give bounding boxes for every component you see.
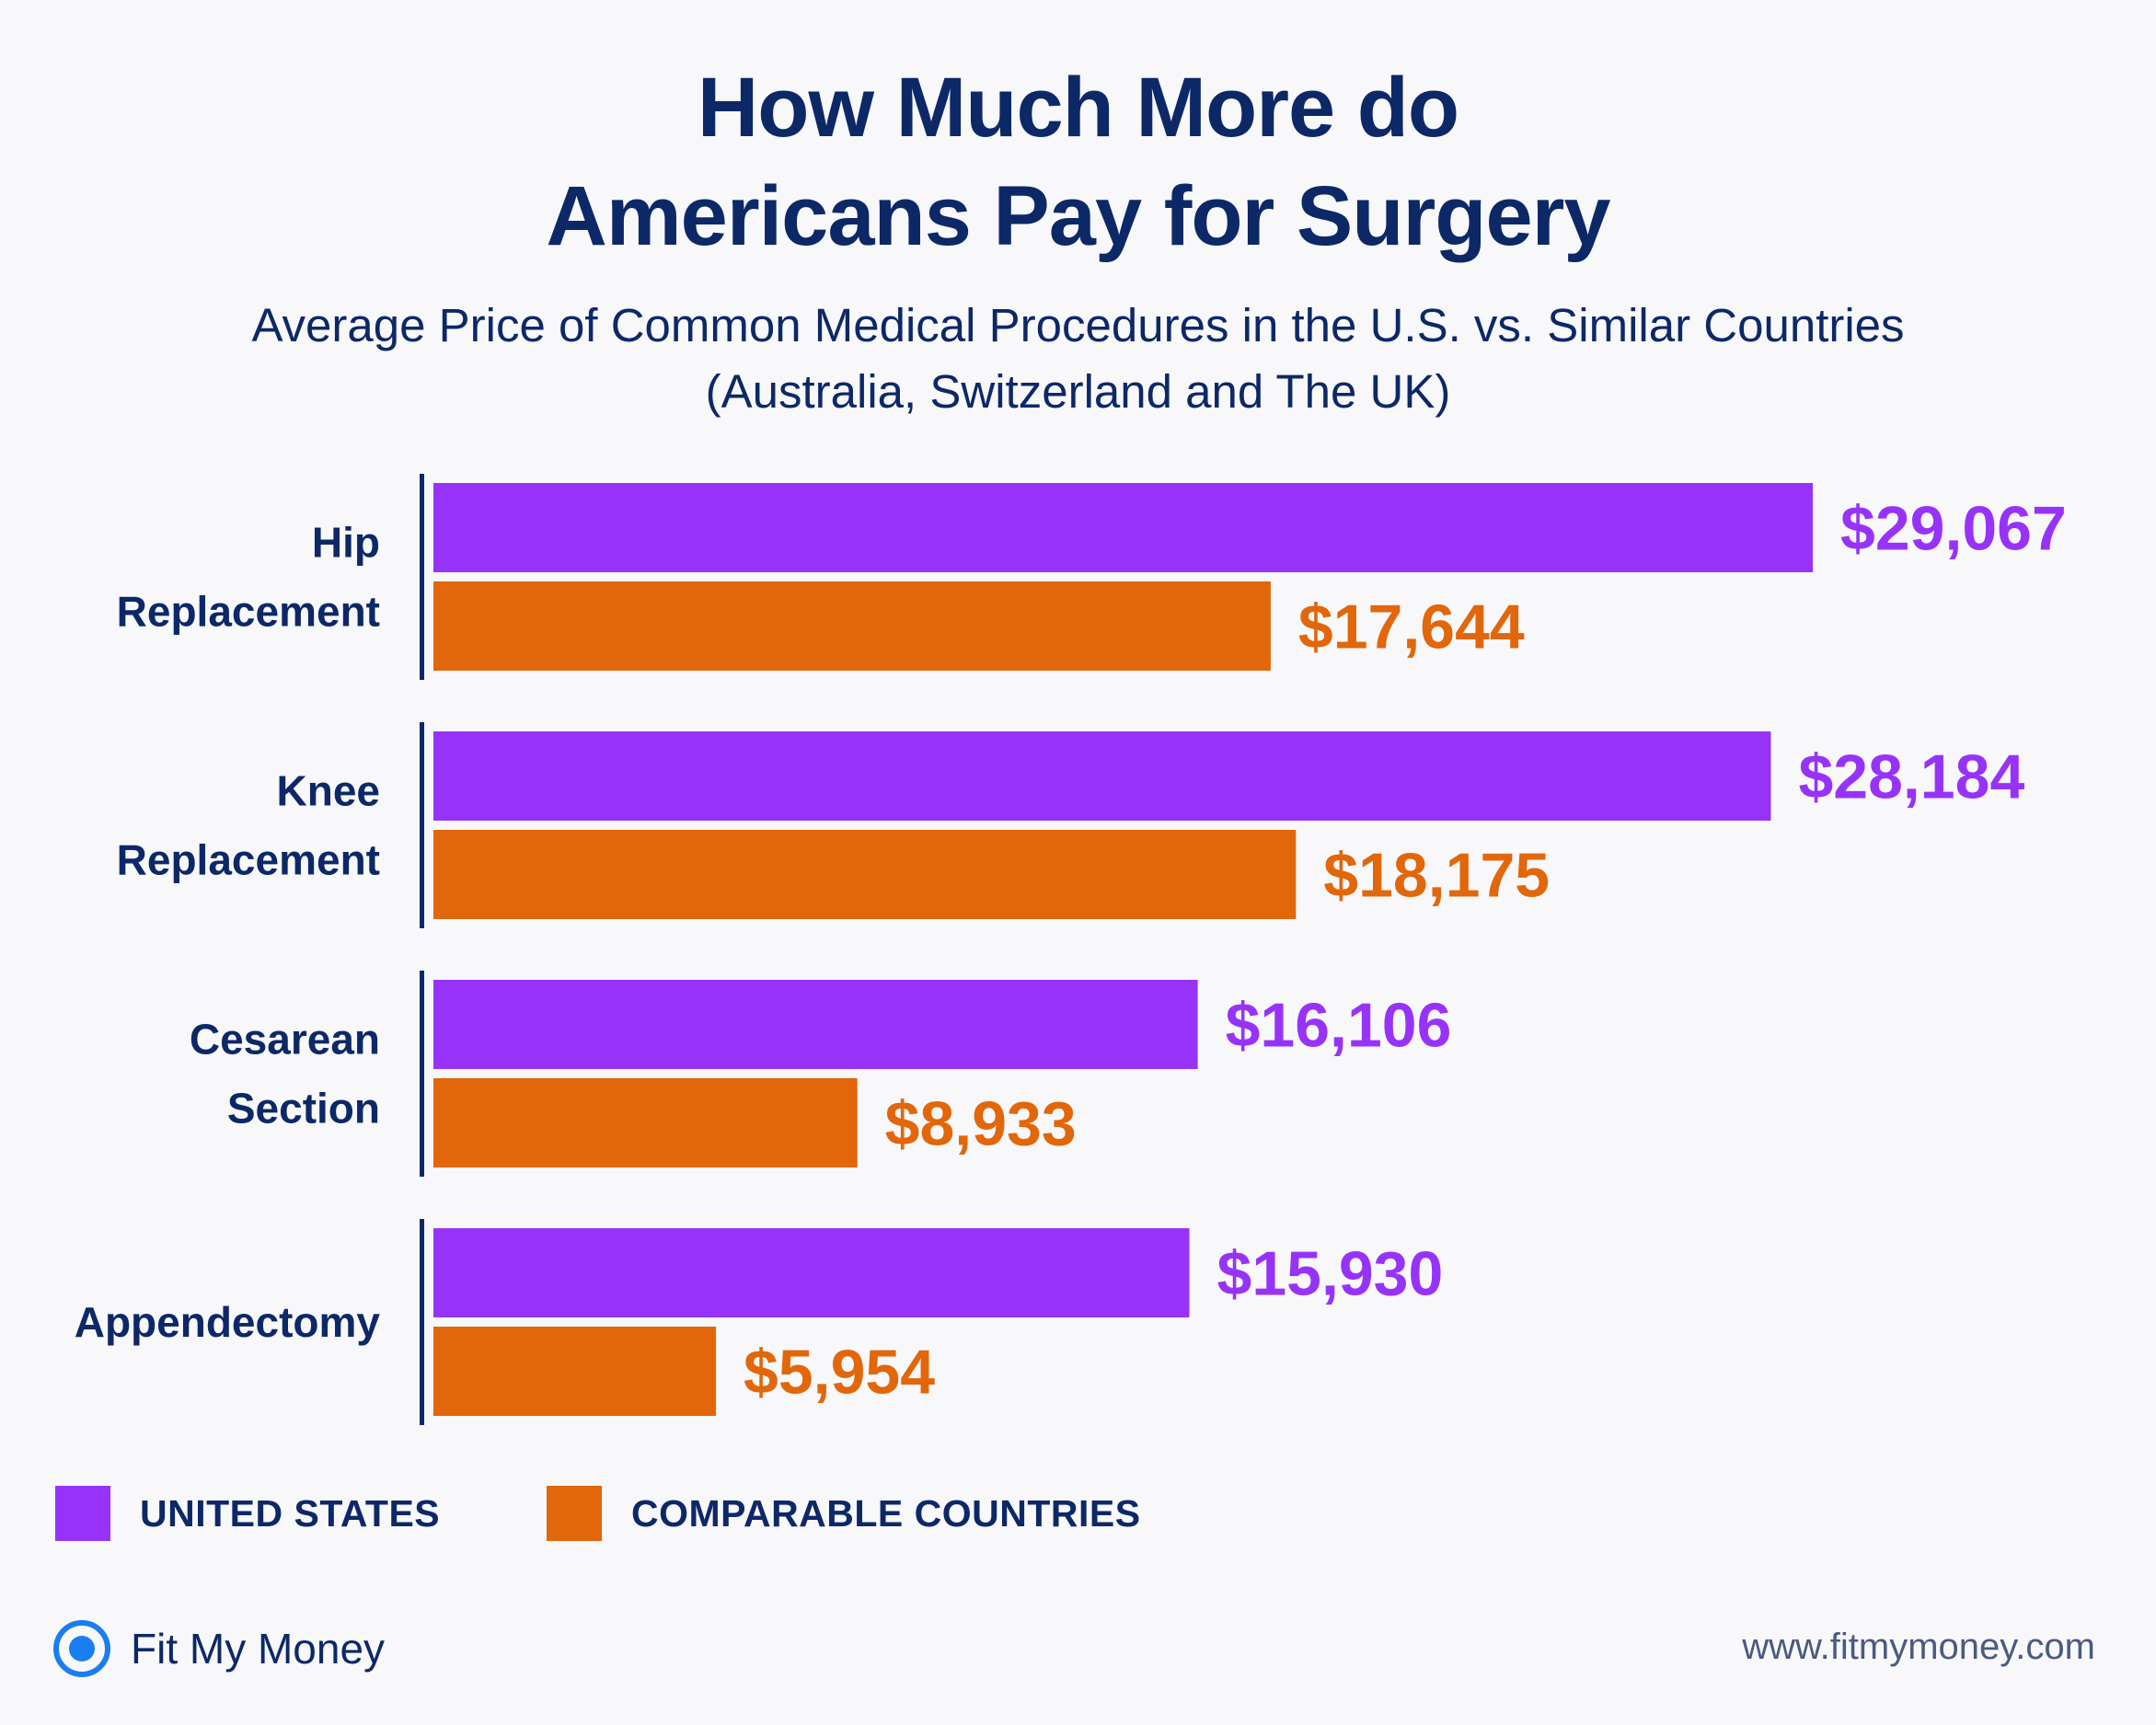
us-value-label: $29,067 [1840, 494, 2067, 564]
chart-title: How Much More do Americans Pay for Surge… [0, 53, 2156, 270]
category-label: Replacement [117, 588, 380, 636]
comparable-bar [433, 581, 1271, 671]
website-url: www.fitmymoney.com [1742, 1627, 2095, 1667]
us-bar [433, 1228, 1190, 1317]
group-divider-2 [420, 971, 424, 1177]
bar-chart: Hip Replacement $29,067 $17,644 Knee Replacem… [75, 474, 2067, 1425]
comparable-bar [433, 1327, 717, 1416]
legend-label-us: UNITED STATES [140, 1491, 441, 1535]
category-label: Appendectomy [75, 1298, 381, 1346]
comparable-bar [433, 1078, 858, 1167]
legend-swatch-comparable [547, 1486, 602, 1541]
title-line-1: How Much More do [697, 61, 1459, 155]
comparable-value-label: $8,933 [885, 1089, 1077, 1159]
category-label: Hip [312, 519, 380, 567]
category-label: Cesarean [190, 1016, 380, 1064]
category-label: Section [227, 1085, 380, 1133]
title-line-2: Americans Pay for Surgery [546, 169, 1610, 263]
legend-item-comparable-countries: COMPARABLE COUNTRIES [547, 1485, 1141, 1542]
category-label: Replacement [117, 836, 380, 884]
comparable-value-label: $5,954 [744, 1338, 935, 1408]
us-bar [433, 980, 1198, 1069]
comparable-value-label: $17,644 [1298, 592, 1525, 662]
legend-swatch-us [55, 1486, 110, 1541]
us-value-label: $16,106 [1226, 991, 1452, 1061]
group-divider-0 [420, 474, 424, 680]
us-value-label: $28,184 [1798, 742, 2024, 812]
legend-label-comparable: COMPARABLE COUNTRIES [631, 1491, 1141, 1535]
legend-item-united-states: UNITED STATES [55, 1485, 440, 1542]
us-bar [433, 483, 1813, 572]
comparable-value-label: $18,175 [1323, 841, 1550, 911]
subtitle-line-2: (Australia, Switzerland and The UK) [705, 365, 1451, 418]
brand-logo: Fit My Money [53, 1619, 385, 1678]
us-bar [433, 731, 1771, 821]
group-divider-3 [420, 1219, 424, 1425]
us-value-label: $15,930 [1217, 1239, 1444, 1309]
subtitle-line-1: Average Price of Common Medical Procedur… [251, 299, 1905, 351]
comparable-bar [433, 830, 1297, 919]
chart-subtitle: Average Price of Common Medical Procedur… [0, 293, 2156, 425]
target-circle-icon [53, 1620, 110, 1677]
brand-name: Fit My Money [131, 1625, 386, 1673]
group-divider-1 [420, 722, 424, 928]
category-label: Knee [277, 767, 380, 815]
